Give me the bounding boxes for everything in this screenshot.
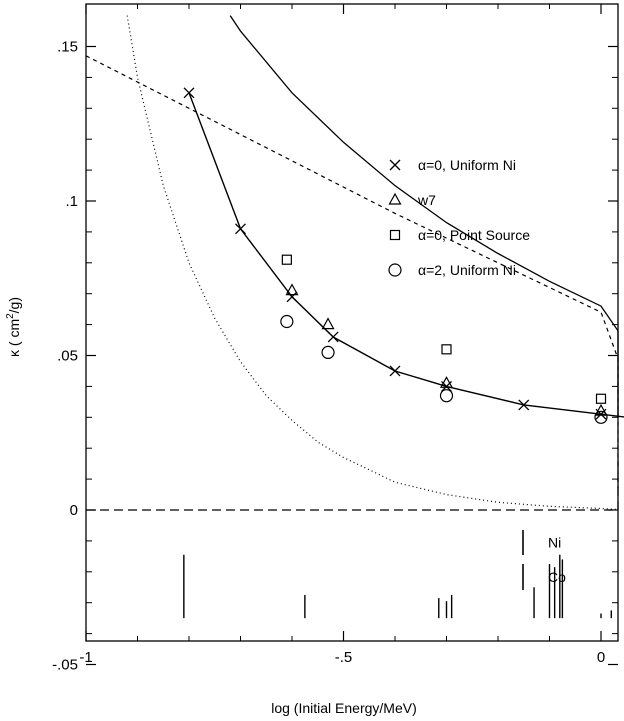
- y-tick-label: 0: [70, 502, 78, 519]
- legend-label: α=0, Point Source: [418, 227, 530, 243]
- data-point-triangle: [285, 283, 299, 296]
- y-tick-label: .1: [65, 193, 78, 210]
- legend-entry: α=2, Uniform Ni: [388, 262, 516, 278]
- y-axis-label-prefix: κ ( cm: [6, 319, 22, 357]
- marker-x-stroke: [389, 159, 401, 171]
- legend-entry: w7: [388, 192, 436, 208]
- marker-x-stroke: [518, 399, 530, 411]
- marker-x-stroke: [327, 331, 339, 343]
- curve-total-solid: [229, 15, 619, 418]
- data-point-triangle: [321, 317, 335, 330]
- tick-labels: -1-.50.51-.050.05.1.15: [52, 39, 605, 674]
- y-axis-label-suffix: /g): [6, 297, 22, 313]
- legend-entry: α=0, Point Source: [389, 227, 530, 243]
- data-point-circle: [280, 314, 294, 329]
- series-square: [281, 254, 607, 404]
- data-point-square: [595, 393, 607, 404]
- data-point-x: [327, 331, 339, 343]
- legend-marker-square: [389, 229, 401, 241]
- data-point-x: [518, 399, 530, 411]
- curve-pair-long-dash: [86, 460, 619, 511]
- legend-label: w7: [417, 192, 436, 208]
- y-axis-label-sup: 2: [5, 313, 16, 319]
- axis-ticks: [85, 4, 618, 666]
- data-point-square: [281, 254, 292, 265]
- legend-marker-circle: [388, 263, 402, 277]
- marker-x-stroke: [389, 365, 401, 377]
- data-point-triangle: [439, 376, 454, 388]
- y-tick-label: -.05: [52, 657, 78, 674]
- series-line: [188, 92, 624, 418]
- gamma-legend-label: Ni: [548, 535, 561, 551]
- marker-x-stroke: [286, 291, 298, 303]
- data-point-x: [235, 223, 246, 235]
- series-triangle: [285, 283, 608, 416]
- model-curves: [85, 15, 619, 511]
- legend-marker-x: [389, 159, 401, 171]
- data-point-circle: [594, 410, 608, 424]
- y-axis-label: κ ( cm2/g): [5, 297, 22, 357]
- x-tick-label: -.5: [335, 649, 353, 666]
- x-tick-label: 0: [597, 649, 605, 666]
- legend: α=0, Uniform Ni w7 α=0, Point Source α=2, U…: [388, 157, 530, 278]
- data-point-square: [441, 344, 452, 355]
- data-point-triangle: [594, 403, 608, 416]
- marker-x-stroke: [183, 87, 195, 99]
- data-point-x: [183, 87, 195, 99]
- curve-photo-dotted: [126, 15, 619, 510]
- x-tick-label: -1: [79, 649, 92, 666]
- data-point-x: [286, 291, 298, 303]
- series-x: [183, 87, 624, 420]
- y-tick-label: .15: [57, 39, 78, 56]
- gamma-legend-label: Co: [548, 569, 566, 585]
- legend-label: α=2, Uniform Ni: [418, 262, 516, 278]
- legend-marker-triangle: [388, 192, 402, 205]
- gamma-line-spectrum: Ni Co: [183, 530, 612, 619]
- curve-compton-short-dash: [85, 55, 619, 489]
- series-circle: [280, 314, 608, 424]
- plot-frame: [85, 3, 619, 642]
- legend-entry: α=0, Uniform Ni: [389, 157, 516, 173]
- x-axis-label: log (Initial Energy/MeV): [271, 700, 417, 716]
- data-point-circle: [321, 345, 335, 360]
- y-tick-label: .05: [57, 348, 78, 365]
- data-point-circle: [439, 389, 454, 403]
- marker-x-stroke: [235, 223, 246, 235]
- data-series: [183, 87, 624, 424]
- legend-label: α=0, Uniform Ni: [418, 157, 516, 173]
- data-point-x: [389, 365, 401, 377]
